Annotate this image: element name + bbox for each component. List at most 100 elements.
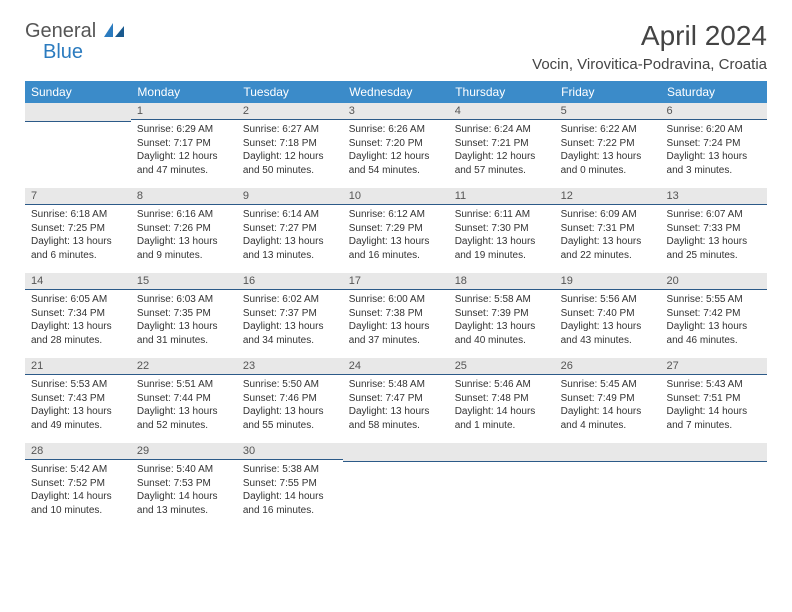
calendar-day-cell bbox=[661, 443, 767, 528]
sunrise-text: Sunrise: 6:26 AM bbox=[349, 123, 443, 137]
sunrise-text: Sunrise: 6:18 AM bbox=[31, 208, 125, 222]
sunset-text: Sunset: 7:53 PM bbox=[137, 477, 231, 491]
day-body: Sunrise: 5:56 AMSunset: 7:40 PMDaylight:… bbox=[555, 290, 661, 349]
day-body: Sunrise: 5:46 AMSunset: 7:48 PMDaylight:… bbox=[449, 375, 555, 434]
brand-sail-icon bbox=[104, 20, 126, 43]
day-number: 30 bbox=[237, 443, 343, 460]
calendar-day-cell: 15Sunrise: 6:03 AMSunset: 7:35 PMDayligh… bbox=[131, 273, 237, 358]
sunrise-text: Sunrise: 5:38 AM bbox=[243, 463, 337, 477]
sunrise-text: Sunrise: 6:12 AM bbox=[349, 208, 443, 222]
day-body: Sunrise: 6:00 AMSunset: 7:38 PMDaylight:… bbox=[343, 290, 449, 349]
day-body: Sunrise: 6:18 AMSunset: 7:25 PMDaylight:… bbox=[25, 205, 131, 264]
day-body: Sunrise: 5:45 AMSunset: 7:49 PMDaylight:… bbox=[555, 375, 661, 434]
day-body: Sunrise: 6:27 AMSunset: 7:18 PMDaylight:… bbox=[237, 120, 343, 179]
weekday-header-row: Sunday Monday Tuesday Wednesday Thursday… bbox=[25, 81, 767, 103]
calendar-day-cell: 18Sunrise: 5:58 AMSunset: 7:39 PMDayligh… bbox=[449, 273, 555, 358]
weekday-header: Thursday bbox=[449, 81, 555, 103]
day-number: 12 bbox=[555, 188, 661, 205]
sunset-text: Sunset: 7:20 PM bbox=[349, 137, 443, 151]
day-body: Sunrise: 6:07 AMSunset: 7:33 PMDaylight:… bbox=[661, 205, 767, 264]
day-number: 10 bbox=[343, 188, 449, 205]
sunrise-text: Sunrise: 5:50 AM bbox=[243, 378, 337, 392]
day-number: 29 bbox=[131, 443, 237, 460]
sunset-text: Sunset: 7:31 PM bbox=[561, 222, 655, 236]
sunrise-text: Sunrise: 6:24 AM bbox=[455, 123, 549, 137]
daylight-text: Daylight: 13 hours and 16 minutes. bbox=[349, 235, 443, 262]
day-body: Sunrise: 6:22 AMSunset: 7:22 PMDaylight:… bbox=[555, 120, 661, 179]
sunrise-text: Sunrise: 5:46 AM bbox=[455, 378, 549, 392]
calendar-week-row: 7Sunrise: 6:18 AMSunset: 7:25 PMDaylight… bbox=[25, 188, 767, 273]
sunset-text: Sunset: 7:21 PM bbox=[455, 137, 549, 151]
sunset-text: Sunset: 7:25 PM bbox=[31, 222, 125, 236]
day-body: Sunrise: 6:05 AMSunset: 7:34 PMDaylight:… bbox=[25, 290, 131, 349]
daylight-text: Daylight: 13 hours and 0 minutes. bbox=[561, 150, 655, 177]
brand-general: General bbox=[25, 20, 96, 42]
day-body: Sunrise: 5:58 AMSunset: 7:39 PMDaylight:… bbox=[449, 290, 555, 349]
sunrise-text: Sunrise: 5:43 AM bbox=[667, 378, 761, 392]
weekday-header: Saturday bbox=[661, 81, 767, 103]
page-header: General Blue April 2024 Vocin, Virovitic… bbox=[25, 20, 767, 73]
sunrise-text: Sunrise: 5:55 AM bbox=[667, 293, 761, 307]
sunset-text: Sunset: 7:24 PM bbox=[667, 137, 761, 151]
sunset-text: Sunset: 7:42 PM bbox=[667, 307, 761, 321]
daylight-text: Daylight: 13 hours and 13 minutes. bbox=[243, 235, 337, 262]
day-body: Sunrise: 5:43 AMSunset: 7:51 PMDaylight:… bbox=[661, 375, 767, 434]
sunrise-text: Sunrise: 5:48 AM bbox=[349, 378, 443, 392]
sunset-text: Sunset: 7:48 PM bbox=[455, 392, 549, 406]
day-number bbox=[661, 443, 767, 462]
calendar-day-cell: 21Sunrise: 5:53 AMSunset: 7:43 PMDayligh… bbox=[25, 358, 131, 443]
calendar-day-cell: 10 Sunrise: 6:12 AMSunset: 7:29 PMDayligh… bbox=[343, 188, 449, 273]
sunrise-text: Sunrise: 5:42 AM bbox=[31, 463, 125, 477]
day-number: 5 bbox=[555, 103, 661, 120]
calendar-day-cell: 8Sunrise: 6:16 AMSunset: 7:26 PMDaylight… bbox=[131, 188, 237, 273]
day-number: 16 bbox=[237, 273, 343, 290]
calendar-day-cell: 5Sunrise: 6:22 AMSunset: 7:22 PMDaylight… bbox=[555, 103, 661, 188]
daylight-text: Daylight: 13 hours and 58 minutes. bbox=[349, 405, 443, 432]
day-body: Sunrise: 6:16 AMSunset: 7:26 PMDaylight:… bbox=[131, 205, 237, 264]
calendar-day-cell: 22Sunrise: 5:51 AMSunset: 7:44 PMDayligh… bbox=[131, 358, 237, 443]
sunrise-text: Sunrise: 6:00 AM bbox=[349, 293, 443, 307]
sunset-text: Sunset: 7:34 PM bbox=[31, 307, 125, 321]
day-number: 9 bbox=[237, 188, 343, 205]
calendar-day-cell: 4Sunrise: 6:24 AMSunset: 7:21 PMDaylight… bbox=[449, 103, 555, 188]
daylight-text: Daylight: 14 hours and 13 minutes. bbox=[137, 490, 231, 517]
daylight-text: Daylight: 14 hours and 10 minutes. bbox=[31, 490, 125, 517]
calendar-day-cell: 9Sunrise: 6:14 AMSunset: 7:27 PMDaylight… bbox=[237, 188, 343, 273]
daylight-text: Daylight: 13 hours and 22 minutes. bbox=[561, 235, 655, 262]
daylight-text: Daylight: 13 hours and 46 minutes. bbox=[667, 320, 761, 347]
day-body: Sunrise: 6:02 AMSunset: 7:37 PMDaylight:… bbox=[237, 290, 343, 349]
day-body: Sunrise: 6:14 AMSunset: 7:27 PMDaylight:… bbox=[237, 205, 343, 264]
sunrise-text: Sunrise: 6:03 AM bbox=[137, 293, 231, 307]
daylight-text: Daylight: 13 hours and 28 minutes. bbox=[31, 320, 125, 347]
daylight-text: Daylight: 12 hours and 57 minutes. bbox=[455, 150, 549, 177]
sunset-text: Sunset: 7:30 PM bbox=[455, 222, 549, 236]
sunset-text: Sunset: 7:29 PM bbox=[349, 222, 443, 236]
calendar-day-cell bbox=[25, 103, 131, 188]
calendar-day-cell: 24Sunrise: 5:48 AMSunset: 7:47 PMDayligh… bbox=[343, 358, 449, 443]
sunset-text: Sunset: 7:49 PM bbox=[561, 392, 655, 406]
calendar-day-cell: 26Sunrise: 5:45 AMSunset: 7:49 PMDayligh… bbox=[555, 358, 661, 443]
day-number bbox=[555, 443, 661, 462]
weekday-header: Friday bbox=[555, 81, 661, 103]
day-body: Sunrise: 5:40 AMSunset: 7:53 PMDaylight:… bbox=[131, 460, 237, 519]
daylight-text: Daylight: 12 hours and 54 minutes. bbox=[349, 150, 443, 177]
daylight-text: Daylight: 14 hours and 16 minutes. bbox=[243, 490, 337, 517]
sunrise-text: Sunrise: 6:29 AM bbox=[137, 123, 231, 137]
brand-blue: Blue bbox=[43, 41, 126, 64]
day-body: Sunrise: 6:09 AMSunset: 7:31 PMDaylight:… bbox=[555, 205, 661, 264]
sunset-text: Sunset: 7:33 PM bbox=[667, 222, 761, 236]
sunset-text: Sunset: 7:46 PM bbox=[243, 392, 337, 406]
calendar-day-cell: 29Sunrise: 5:40 AMSunset: 7:53 PMDayligh… bbox=[131, 443, 237, 528]
calendar-week-row: 1Sunrise: 6:29 AMSunset: 7:17 PMDaylight… bbox=[25, 103, 767, 188]
day-body: Sunrise: 6:20 AMSunset: 7:24 PMDaylight:… bbox=[661, 120, 767, 179]
calendar-day-cell: 17Sunrise: 6:00 AMSunset: 7:38 PMDayligh… bbox=[343, 273, 449, 358]
title-block: April 2024 Vocin, Virovitica-Podravina, … bbox=[532, 20, 767, 73]
calendar-day-cell: 30 Sunrise: 5:38 AMSunset: 7:55 PMDayligh… bbox=[237, 443, 343, 528]
day-number: 19 bbox=[555, 273, 661, 290]
sunset-text: Sunset: 7:26 PM bbox=[137, 222, 231, 236]
weekday-header: Wednesday bbox=[343, 81, 449, 103]
sunset-text: Sunset: 7:55 PM bbox=[243, 477, 337, 491]
calendar-day-cell: 16Sunrise: 6:02 AMSunset: 7:37 PMDayligh… bbox=[237, 273, 343, 358]
sunrise-text: Sunrise: 6:27 AM bbox=[243, 123, 337, 137]
sunset-text: Sunset: 7:39 PM bbox=[455, 307, 549, 321]
